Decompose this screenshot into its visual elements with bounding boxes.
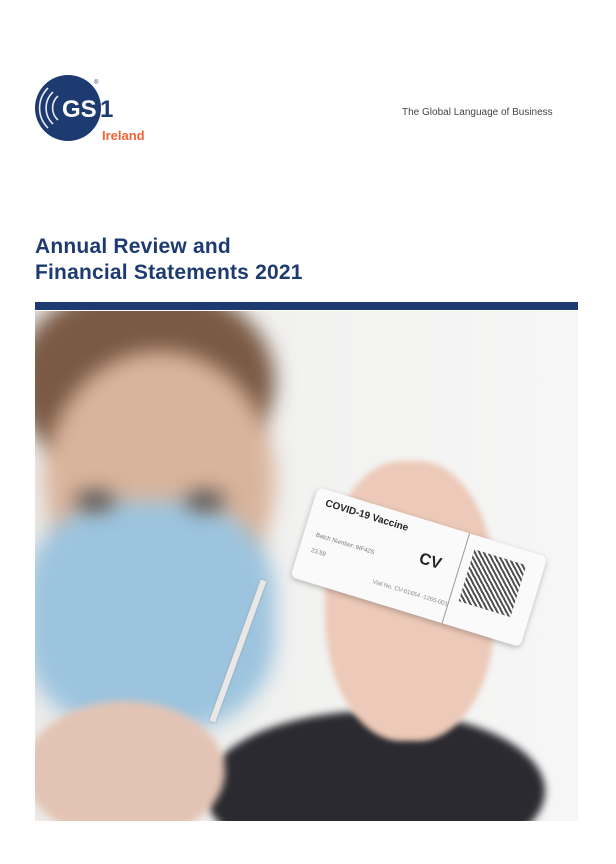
datamatrix-barcode (458, 549, 527, 617)
label-vial: Vial No. CV-01654 -1265-001 (371, 579, 449, 608)
page-title: Annual Review and Financial Statements 2… (35, 234, 303, 286)
title-line-1: Annual Review and (35, 235, 231, 258)
svg-text:1: 1 (100, 96, 113, 123)
title-divider (35, 302, 578, 310)
svg-text:®: ® (94, 79, 99, 86)
svg-text:GS: GS (62, 96, 97, 123)
gs1-logo-icon: GS 1 ® (35, 75, 113, 141)
gs1-ireland-logo: GS 1 ® Ireland (34, 74, 174, 154)
title-line-2: Financial Statements 2021 (35, 261, 303, 284)
label-code: CV (417, 550, 444, 573)
label-number: 23.59 (310, 547, 327, 559)
logo-region: Ireland (102, 128, 145, 143)
tagline: The Global Language of Business (402, 107, 553, 118)
